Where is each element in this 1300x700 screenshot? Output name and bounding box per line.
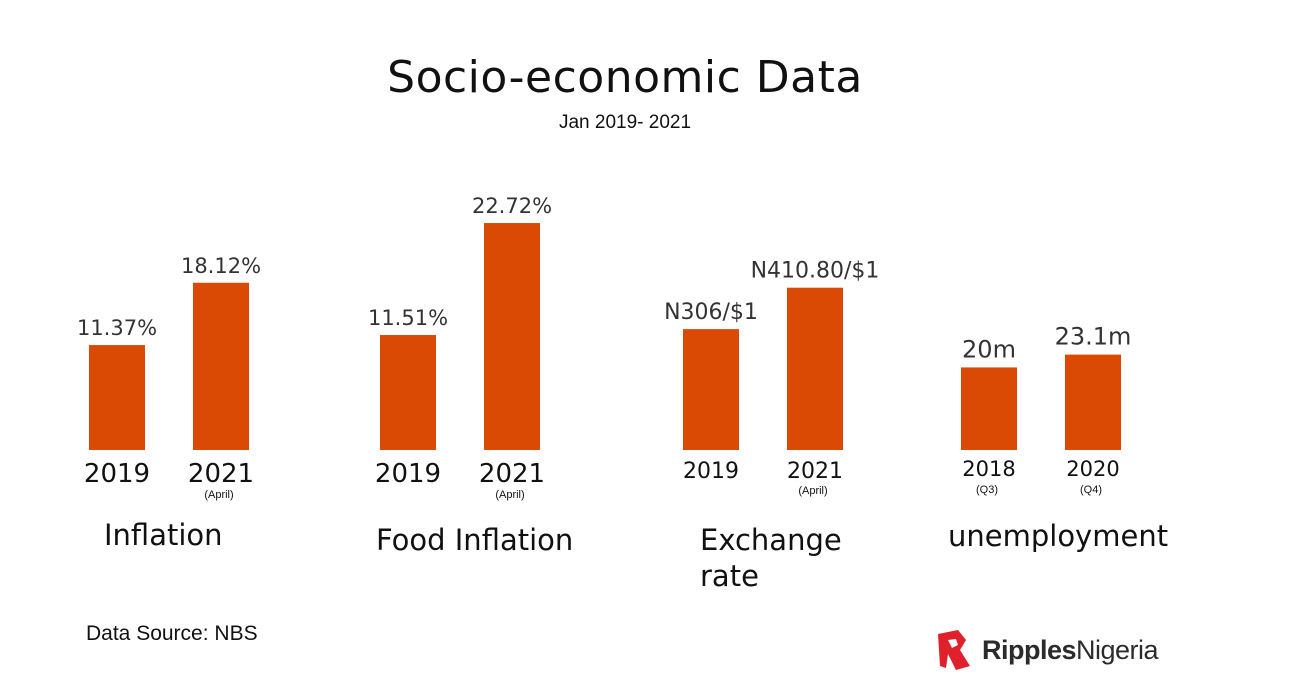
category-note: (April) xyxy=(798,485,827,497)
category-label: 2021 xyxy=(787,459,843,484)
group-label-exchange-rate: Exchange rate xyxy=(700,522,842,594)
data-label: 20m xyxy=(962,335,1016,363)
category-note: (April) xyxy=(495,489,524,501)
category-label: 2021 xyxy=(188,459,254,489)
category-label: 2019 xyxy=(375,459,441,489)
group-label-inflation: Inflation xyxy=(104,518,223,552)
data-label: 23.1m xyxy=(1055,323,1132,351)
logo-text: RipplesNigeria xyxy=(982,634,1159,666)
data-label: N410.80/$1 xyxy=(751,259,880,284)
category-label: 2020 xyxy=(1066,457,1119,481)
data-label: N306/$1 xyxy=(664,300,758,325)
category-note: (April) xyxy=(204,489,233,501)
data-label: 11.37% xyxy=(77,316,157,340)
ripples-nigeria-logo: RipplesNigeria xyxy=(936,630,1159,670)
bar xyxy=(683,329,739,450)
group-label-unemployment: unemployment xyxy=(948,519,1169,553)
data-label: 22.72% xyxy=(472,194,552,218)
category-label: 2018 xyxy=(962,457,1015,481)
group-label-exchange-rate-line2: rate xyxy=(700,559,759,593)
data-source: Data Source: NBS xyxy=(86,622,258,645)
ripples-logo-icon xyxy=(938,630,970,670)
category-label: 2019 xyxy=(84,459,150,489)
group-label-food-inflation: Food Inflation xyxy=(376,523,574,557)
category-label: 2019 xyxy=(683,459,739,484)
bar xyxy=(484,223,540,450)
chart-title: Socio-economic Data xyxy=(387,52,863,103)
category-label: 2021 xyxy=(479,459,545,489)
bar xyxy=(380,335,436,450)
bar xyxy=(787,287,843,450)
bar xyxy=(193,282,249,450)
bar xyxy=(961,367,1017,450)
data-label: 18.12% xyxy=(181,254,261,278)
logo-text-regular: Nigeria xyxy=(1076,634,1159,665)
data-label: 11.51% xyxy=(368,306,448,330)
group-label-exchange-rate-line1: Exchange xyxy=(700,523,842,557)
category-note: (Q3) xyxy=(976,484,998,496)
chart-subtitle: Jan 2019- 2021 xyxy=(558,112,692,133)
bar xyxy=(89,345,145,450)
category-note: (Q4) xyxy=(1080,484,1102,496)
bar xyxy=(1065,354,1121,450)
logo-text-bold: Ripples xyxy=(982,634,1077,665)
